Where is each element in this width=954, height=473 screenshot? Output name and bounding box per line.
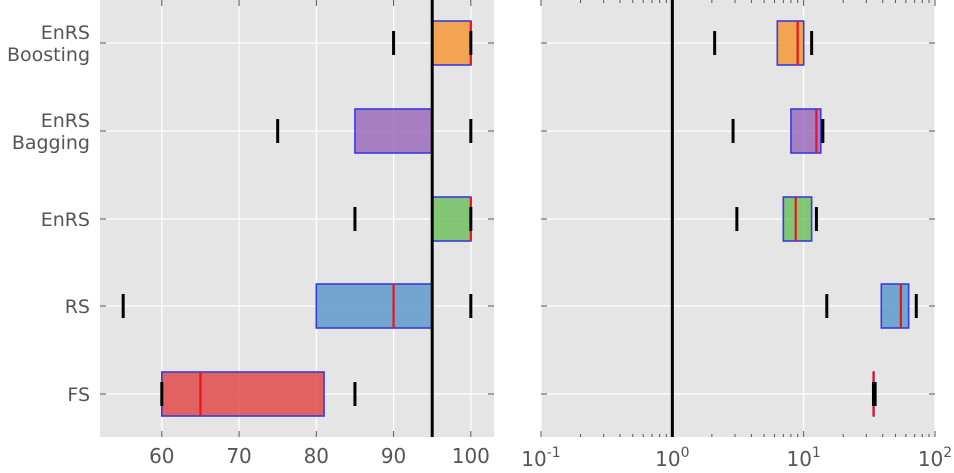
right-tick-label-2: 101 bbox=[786, 445, 820, 471]
category-label-fs: FS bbox=[67, 384, 90, 406]
left-box-enrs-boosting bbox=[431, 20, 472, 66]
category-label-enrs-boosting: EnRS Boosting bbox=[7, 22, 90, 66]
left-box-enrs-bagging bbox=[354, 108, 433, 154]
panel-right: 10-1 100 101 102 bbox=[521, 0, 952, 471]
left-tick-label-60: 60 bbox=[149, 444, 174, 468]
category-label-enrs-bagging: EnRS Bagging bbox=[12, 110, 90, 154]
right-box-enrs bbox=[782, 196, 813, 242]
panel-left: 60 70 80 90 100 bbox=[100, 0, 494, 468]
left-tick-label-90: 90 bbox=[381, 444, 406, 468]
left-tick-label-70: 70 bbox=[226, 444, 251, 468]
left-tick-label-100: 100 bbox=[452, 444, 490, 468]
category-labels: FS RS EnRS EnRS Bagging EnRS Boosting bbox=[7, 22, 90, 406]
left-box-rs bbox=[315, 283, 433, 329]
left-box-fs bbox=[161, 371, 325, 417]
right-tick-label-1: 100 bbox=[655, 445, 689, 471]
right-box-rs bbox=[880, 283, 910, 329]
left-box-enrs bbox=[431, 196, 472, 242]
left-tick-label-80: 80 bbox=[304, 444, 329, 468]
category-label-rs: RS bbox=[65, 296, 90, 318]
category-label-enrs: EnRS bbox=[41, 209, 90, 231]
right-box-enrs-boosting bbox=[776, 20, 805, 66]
right-tick-label-0: 10-1 bbox=[521, 445, 560, 471]
right-tick-label-3: 102 bbox=[918, 445, 952, 471]
